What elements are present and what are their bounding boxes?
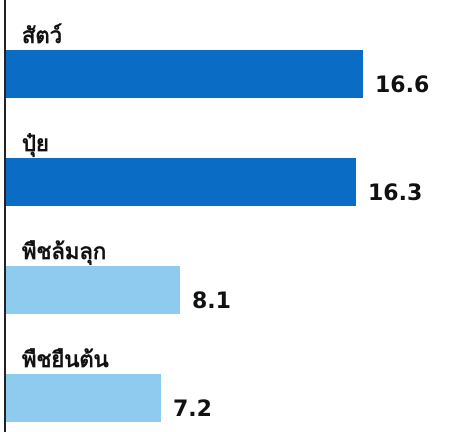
value-label-perennial-crops: 7.2 xyxy=(173,397,212,422)
bar-perennial-crops xyxy=(6,374,161,422)
y-axis-line xyxy=(4,0,6,432)
category-label-fertilizer: ปุ๋ย xyxy=(22,132,49,157)
bar-animals xyxy=(6,50,363,98)
category-label-perennial-crops: พืชยืนต้น xyxy=(22,348,109,373)
bar-fertilizer xyxy=(6,158,356,206)
bar-annual-crops xyxy=(6,266,180,314)
value-label-animals: 16.6 xyxy=(375,73,430,98)
category-label-annual-crops: พืชล้มลุก xyxy=(22,240,107,265)
value-label-annual-crops: 8.1 xyxy=(192,289,231,314)
category-label-animals: สัตว์ xyxy=(22,24,63,49)
value-label-fertilizer: 16.3 xyxy=(368,181,423,206)
